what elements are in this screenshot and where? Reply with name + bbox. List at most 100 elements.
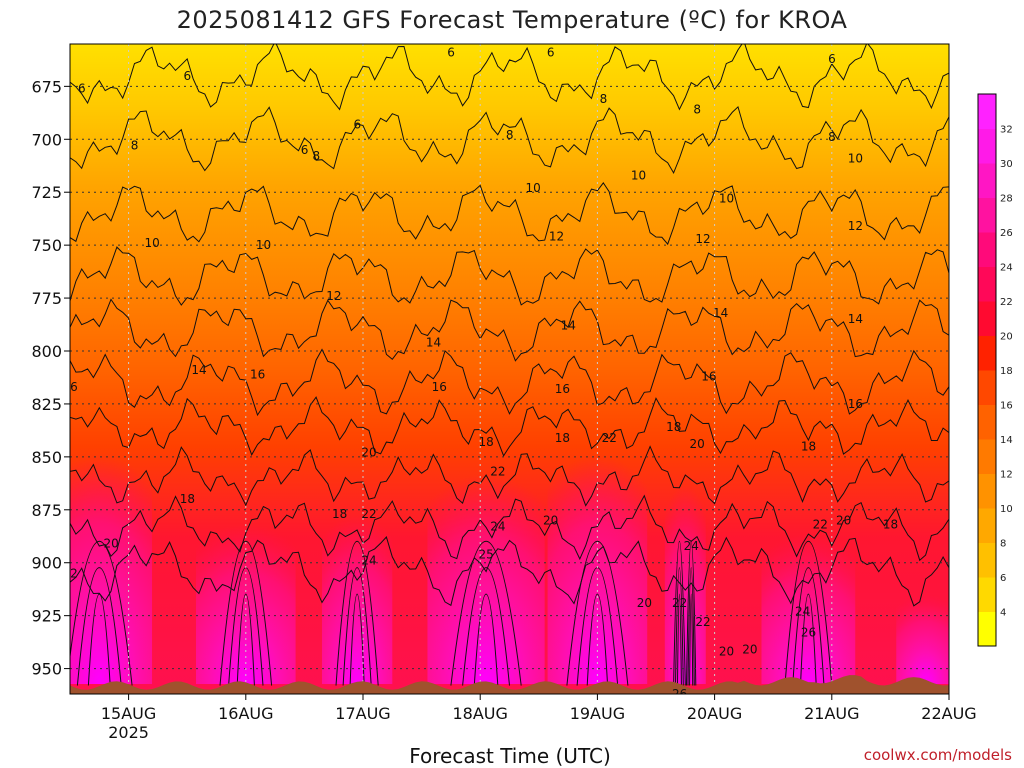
colorbar-swatch (978, 439, 996, 474)
credit-link[interactable]: coolwx.com/models (863, 746, 1012, 764)
y-tick-label: 850 (31, 448, 62, 467)
plume-contour (792, 567, 825, 686)
contour-label: 10 (145, 236, 160, 250)
colorbar-swatch (978, 404, 996, 440)
colorbar: 4 6 8 10 12 14 16 18 20 22 24 26 28 30 32 (977, 93, 1013, 647)
hot-spots (70, 454, 949, 684)
y-tick-label: 800 (31, 342, 62, 361)
colorbar-swatch (978, 370, 996, 405)
contour-label: 20 (637, 596, 652, 610)
contour-label: 20 (690, 437, 705, 451)
y-tick-label: 675 (31, 77, 62, 96)
contour-label: 22 (62, 566, 77, 580)
contour-label: 10 (525, 181, 540, 195)
x-tick-label: 17AUG (335, 704, 390, 723)
colorbar-label: 26 (1000, 228, 1013, 239)
contour-label: 8 (828, 130, 836, 144)
plume-contour (87, 593, 111, 686)
contour-label: 16 (432, 380, 447, 394)
hot-spot (70, 454, 153, 684)
hot-spot (321, 514, 393, 684)
contour-label: 14 (426, 336, 441, 350)
contour-line (70, 44, 949, 111)
y-tick-label: 775 (31, 289, 62, 308)
colorbar-label: 20 (1000, 332, 1013, 343)
hot-spot (427, 474, 545, 684)
plume-contour (586, 593, 609, 686)
contour-label: 22 (672, 596, 687, 610)
x-tick-label: 18AUG (452, 704, 507, 723)
contour-line (70, 494, 949, 562)
contour-label: 26 (672, 687, 687, 701)
contour-label: 14 (561, 319, 576, 333)
contour-label: 22 (361, 507, 376, 521)
colorbar-swatch (978, 577, 996, 612)
colorbar-swatch (978, 266, 996, 302)
plume-contour (349, 593, 365, 686)
contour-label: 8 (600, 92, 608, 106)
colorbar-label: 10 (1000, 504, 1013, 515)
contour-label: 8 (693, 103, 701, 117)
colorbar-label: 24 (1000, 263, 1013, 274)
colorbar-label: 28 (1000, 194, 1013, 205)
x-tick-label: 16AUG (218, 704, 273, 723)
contour-label: 6 (547, 45, 555, 59)
contour-label: 20 (719, 645, 734, 659)
contour-label: 6 (78, 81, 86, 95)
contour-label: 10 (848, 151, 863, 165)
contour-line (70, 246, 949, 306)
colorbar-swatch (978, 163, 996, 198)
y-tick-label: 875 (31, 501, 62, 520)
contour-line (70, 445, 949, 507)
contour-line (70, 182, 949, 246)
plume-contour (335, 540, 379, 686)
contour-label: 10 (631, 168, 646, 182)
contour-label: 14 (848, 312, 863, 326)
plume-contour (70, 541, 133, 686)
contour-label: 18 (332, 507, 347, 521)
y-tick-label: 950 (31, 660, 62, 679)
colorbar-label: 14 (1000, 435, 1013, 446)
contour-label: 20 (742, 643, 757, 657)
contour-label: 24 (361, 554, 376, 568)
contour-label: 14 (713, 306, 728, 320)
contour-label: 8 (312, 149, 320, 163)
y-axis: 675 700 725 750 775 800 825 850 875 900 925 950 (31, 77, 70, 679)
colorbar-label: 30 (1000, 159, 1013, 170)
contour-label: 22 (695, 615, 710, 629)
x-tick-label: 15AUG (101, 704, 156, 723)
contour-line (70, 105, 949, 175)
contour-label: 26 (801, 626, 816, 640)
x-tick-label: 21AUG (804, 704, 859, 723)
colorbar-swatch (978, 197, 996, 233)
colorbar-label: 16 (1000, 401, 1013, 412)
colorbar-label: 12 (1000, 470, 1013, 481)
y-tick-label: 925 (31, 607, 62, 626)
contour-label: 6 (828, 52, 836, 66)
colorbar-label: 22 (1000, 297, 1013, 308)
x-tick-sublabel: 2025 (108, 723, 149, 742)
contour-label: 24 (684, 539, 699, 553)
colorbar-swatch (978, 301, 996, 336)
plume-contour (687, 567, 695, 686)
colorbar-swatch (978, 232, 996, 267)
contour-label: 6 (447, 45, 455, 59)
contour-lines (70, 44, 949, 686)
contour-label: 16 (555, 382, 570, 396)
colorbar-frame (977, 93, 997, 647)
y-tick-label: 825 (31, 395, 62, 414)
contour-line (70, 298, 949, 362)
y-tick-label: 725 (31, 183, 62, 202)
contour-label: 16 (701, 369, 716, 383)
colorbar-swatch (978, 128, 996, 164)
contour-label: 6 (184, 69, 192, 83)
plume-contour (462, 567, 510, 686)
plume-contour (689, 593, 694, 686)
plume-contour (342, 567, 372, 686)
plume-contour (673, 540, 686, 686)
x-tick-label: 19AUG (570, 704, 625, 723)
contour-label: 22 (813, 518, 828, 532)
